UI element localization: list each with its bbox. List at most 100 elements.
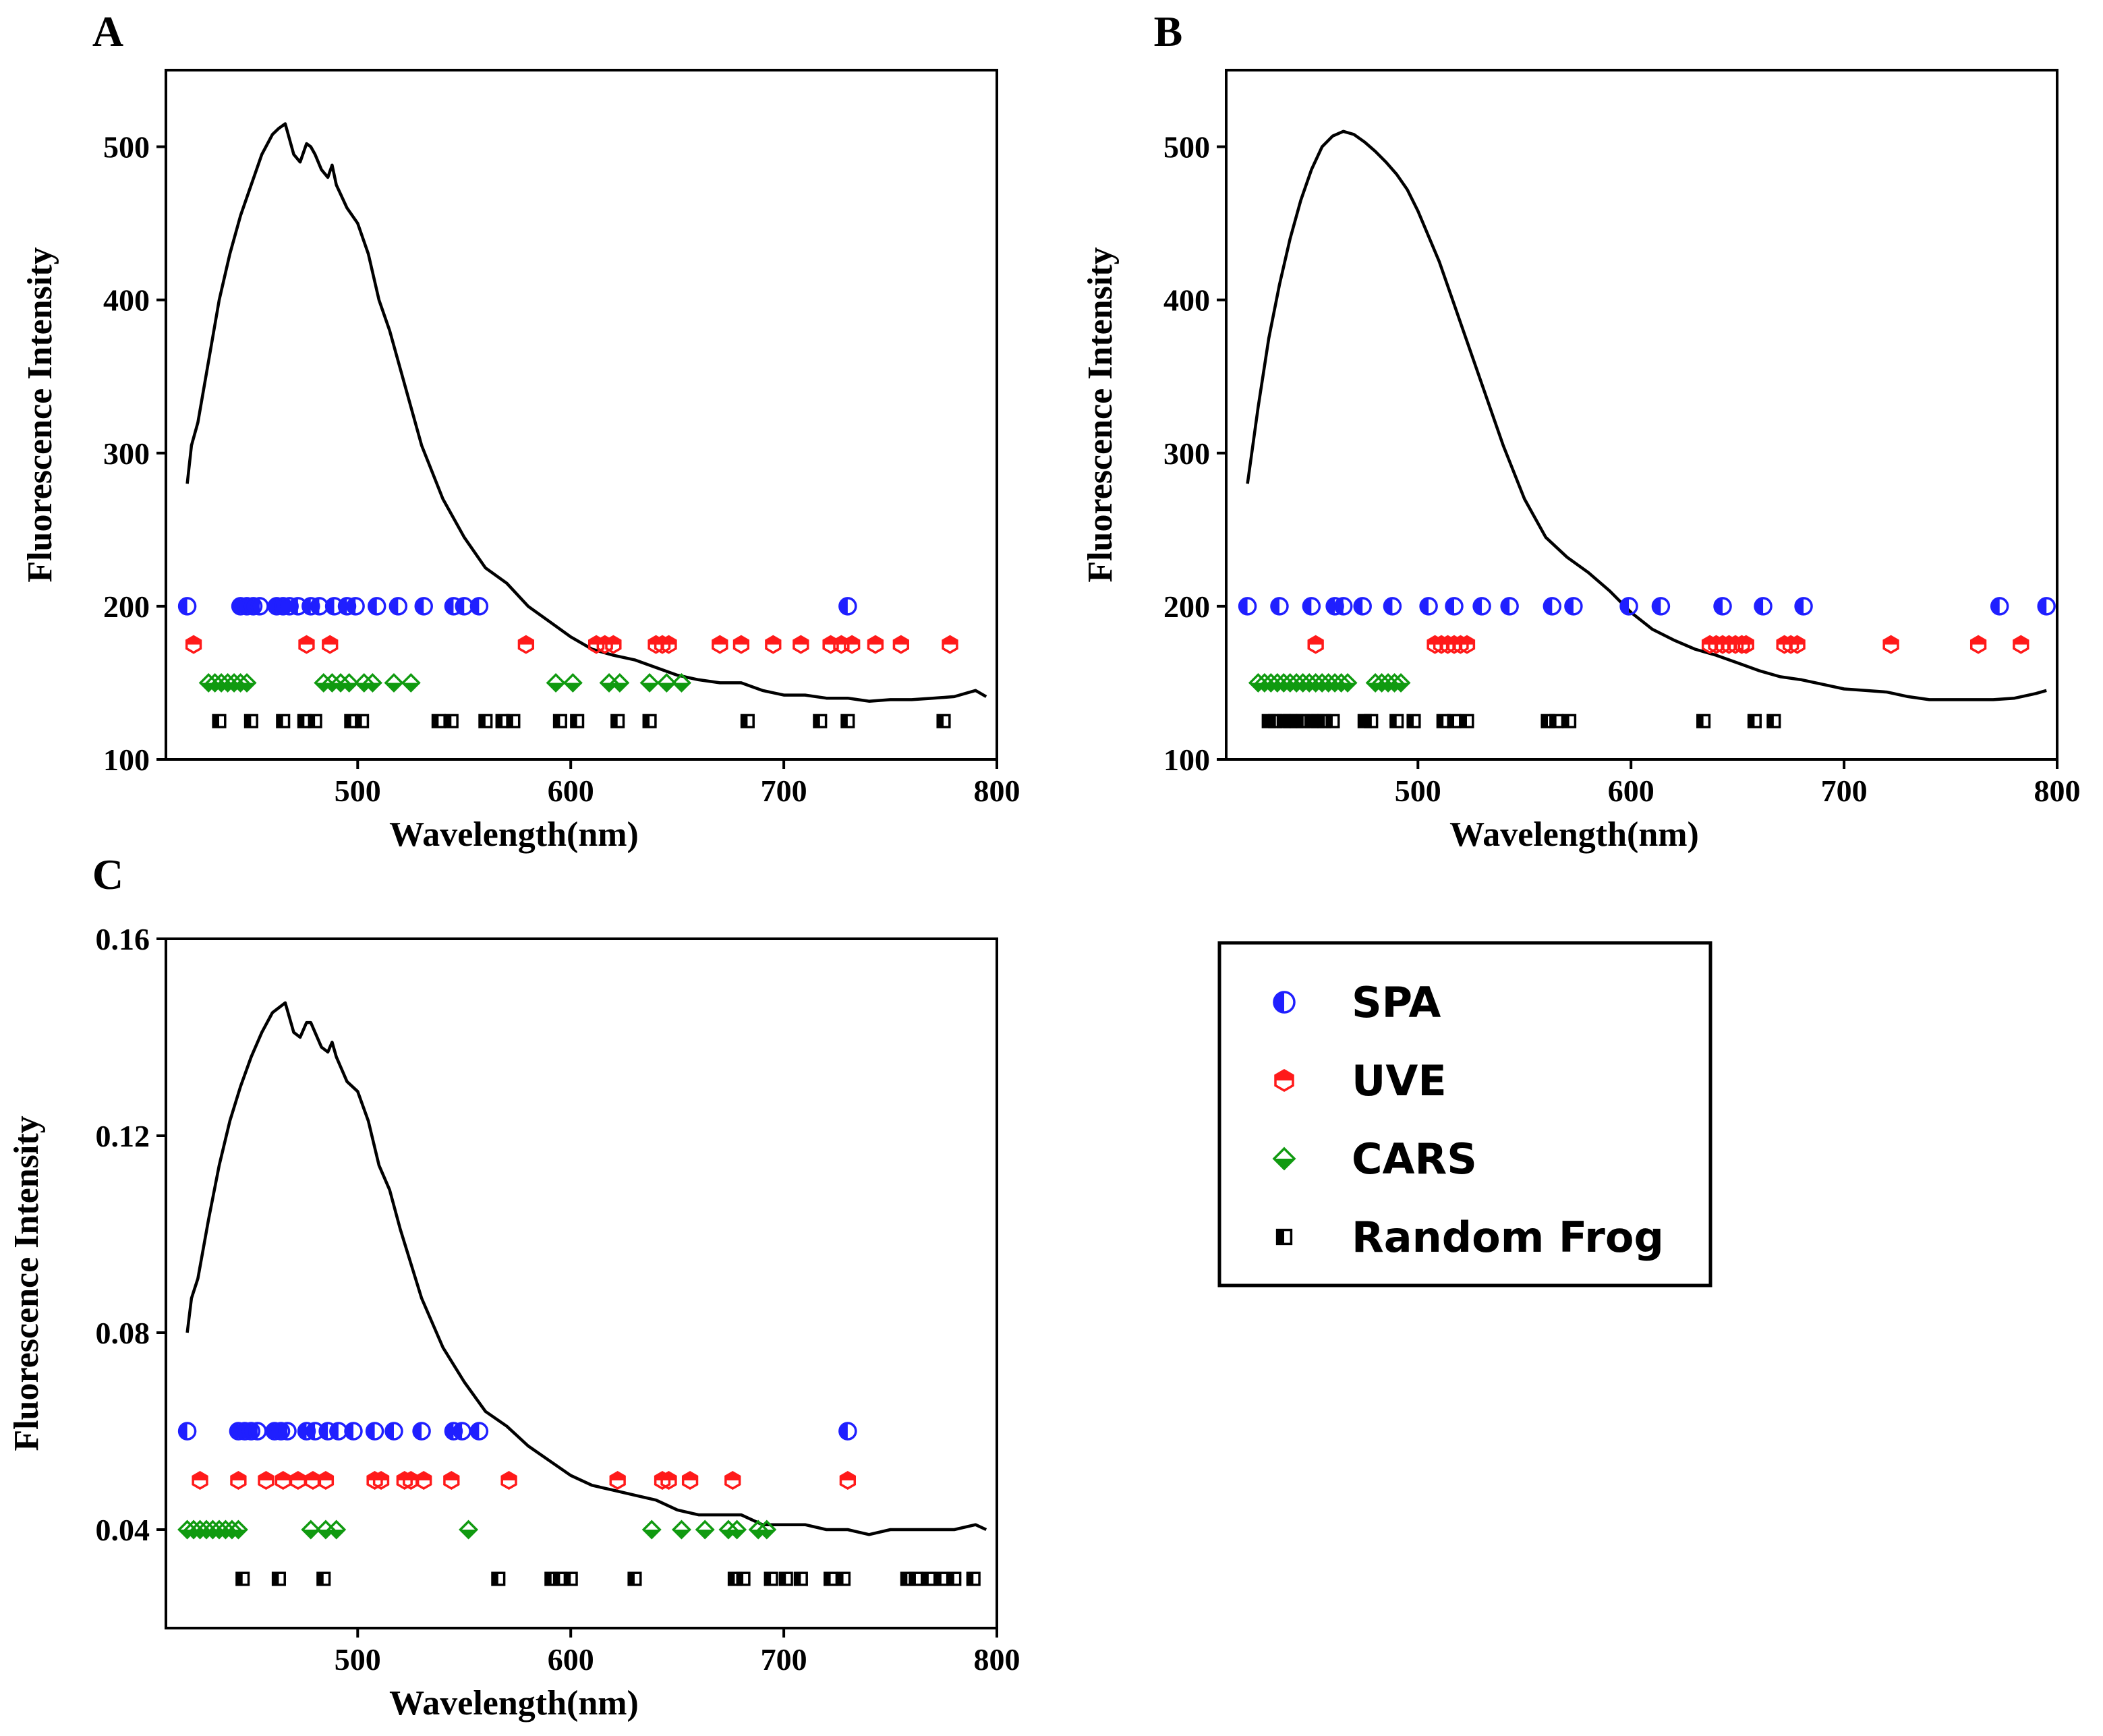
data-point	[1307, 635, 1324, 654]
panel-c: C 500 600 700 800 0.04 0.08 0.12 0.16 Wavelength(…	[7, 850, 1020, 1723]
series-spa	[177, 1422, 857, 1441]
data-point	[867, 635, 884, 654]
data-point	[344, 1422, 363, 1441]
data-point	[712, 635, 728, 654]
x-tick-label: 700	[1821, 774, 1868, 808]
series-cars	[198, 672, 691, 693]
data-point	[727, 1520, 747, 1540]
data-point	[840, 714, 855, 728]
data-point	[764, 1571, 778, 1586]
series-spa	[177, 597, 857, 616]
data-point	[546, 672, 566, 693]
data-point	[412, 1422, 431, 1441]
data-point	[838, 597, 857, 616]
data-point	[934, 1571, 949, 1586]
y-axis-title: Fluorescence Intensity	[21, 247, 59, 582]
data-point	[298, 635, 315, 654]
data-point	[966, 1571, 981, 1586]
data-point	[384, 1422, 403, 1441]
data-point	[1562, 714, 1577, 728]
data-point	[824, 1571, 838, 1586]
series-cars	[1248, 672, 1411, 693]
x-tick-label: 800	[974, 1642, 1020, 1677]
data-point	[367, 597, 386, 616]
x-tick-label: 600	[548, 1642, 594, 1677]
data-point	[627, 1571, 642, 1586]
data-point	[235, 1571, 250, 1586]
data-point	[839, 1470, 857, 1491]
data-point	[563, 1571, 578, 1586]
x-tick-label: 600	[548, 774, 594, 808]
legend-label: SPA	[1352, 978, 1441, 1027]
x-axis-title: Wavelength(nm)	[389, 1684, 639, 1723]
data-point	[339, 672, 359, 693]
x-tick-label: 700	[761, 774, 807, 808]
data-point	[1337, 672, 1358, 693]
legend-marker-random-frog	[1275, 1228, 1293, 1246]
data-point	[732, 635, 750, 654]
legend-box	[1217, 941, 1712, 1287]
data-point	[1445, 597, 1464, 616]
data-point	[736, 1571, 751, 1586]
spectrum-line	[185, 122, 987, 703]
data-point	[230, 1470, 247, 1491]
data-point	[1543, 597, 1562, 616]
y-tick-label: 500	[1163, 130, 1210, 165]
data-point	[346, 597, 365, 616]
data-point	[384, 672, 404, 693]
data-point	[2013, 635, 2029, 654]
data-point	[1406, 714, 1421, 728]
data-point	[1458, 635, 1476, 654]
data-point	[1754, 597, 1773, 616]
data-point	[362, 672, 382, 693]
series-spa	[1238, 597, 2056, 616]
data-point	[372, 1470, 390, 1491]
data-point	[228, 1520, 248, 1540]
data-point	[414, 597, 433, 616]
legend-label: UVE	[1352, 1056, 1447, 1105]
data-point	[500, 1470, 517, 1491]
data-point	[469, 1422, 489, 1441]
data-point	[936, 714, 951, 728]
y-tick-label: 300	[103, 436, 150, 471]
data-point	[1737, 635, 1754, 654]
legend-marker-spa	[1273, 991, 1296, 1014]
y-tick-label: 400	[1163, 283, 1210, 318]
data-point	[1564, 597, 1583, 616]
data-point	[271, 1422, 291, 1441]
x-tick-label: 500	[335, 774, 381, 808]
data-point	[570, 714, 585, 728]
data-point	[1389, 714, 1404, 728]
data-point	[1789, 635, 1806, 654]
x-tick-label: 600	[1608, 774, 1654, 808]
data-point	[275, 1470, 291, 1491]
data-point	[641, 1520, 662, 1540]
data-point	[1238, 597, 1257, 616]
data-point	[642, 714, 657, 728]
data-point	[1696, 714, 1711, 728]
data-point	[610, 672, 630, 693]
data-point	[401, 672, 421, 693]
series-random-frog	[212, 714, 951, 728]
data-point	[1651, 597, 1671, 616]
plot-frame	[1225, 69, 2058, 761]
plot-frame	[165, 937, 998, 1629]
data-point	[1460, 714, 1474, 728]
data-point	[724, 1470, 741, 1491]
y-tick-label: 100	[103, 743, 150, 777]
data-point	[947, 1571, 962, 1586]
data-point	[258, 1470, 275, 1491]
plot-frame	[165, 69, 998, 761]
y-axis-title: Fluorescence Intensity	[7, 1116, 46, 1451]
data-point	[237, 672, 257, 693]
y-tick-label: 100	[1163, 743, 1210, 777]
data-point	[316, 1571, 331, 1586]
y-tick-label: 200	[1163, 589, 1210, 624]
legend-label: Random Frog	[1352, 1213, 1664, 1262]
data-point	[243, 597, 263, 616]
data-point	[444, 714, 459, 728]
data-point	[506, 714, 521, 728]
panel-letter: A	[92, 7, 123, 55]
data-point	[552, 714, 567, 728]
